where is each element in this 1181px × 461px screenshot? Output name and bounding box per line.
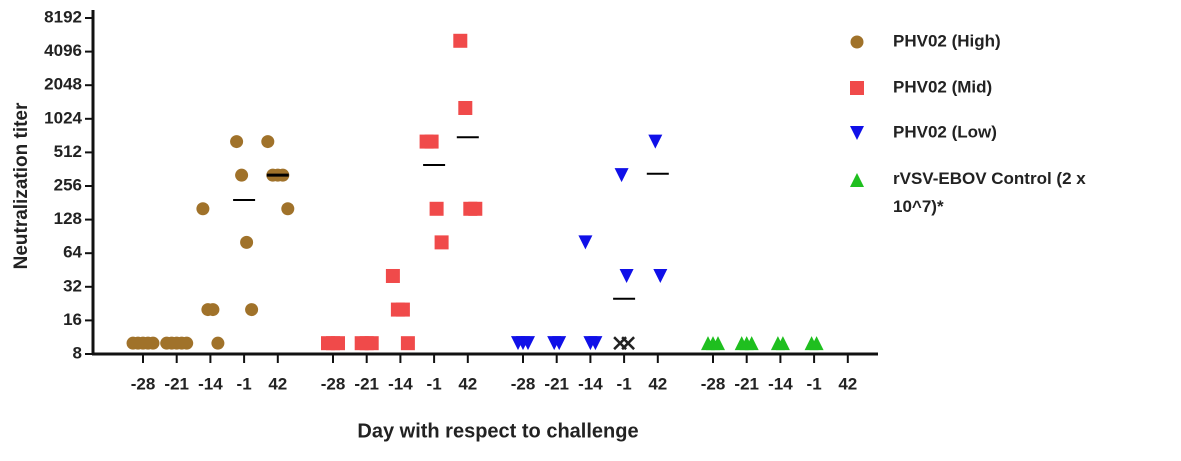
x-tick-label: -1 [237, 374, 252, 393]
data-point [648, 134, 663, 149]
x-axis-title: Day with respect to challenge [357, 420, 638, 442]
data-point [245, 303, 259, 317]
data-point [711, 336, 725, 351]
x-tick-label: -14 [578, 374, 603, 393]
y-tick-label: 32 [63, 276, 82, 295]
data-point [281, 202, 295, 216]
data-point [385, 268, 400, 283]
data-point [434, 235, 449, 250]
excluded-point [621, 336, 635, 351]
data-point [744, 336, 759, 351]
data-point [521, 336, 535, 351]
x-tick-label: -28 [131, 374, 156, 393]
x-tick-label: -1 [807, 374, 822, 393]
x-tick-label: -28 [321, 374, 346, 393]
data-point [850, 35, 864, 49]
data-point [850, 81, 864, 95]
y-tick-label: 4096 [44, 41, 82, 60]
data-point [331, 336, 345, 351]
x-tick-label: 42 [268, 374, 287, 393]
data-point [850, 126, 864, 140]
x-tick-label: -1 [617, 374, 632, 393]
x-tick-label: -21 [354, 374, 379, 393]
data-point [261, 135, 275, 149]
data-point [453, 33, 468, 48]
data-point [364, 336, 379, 351]
legend-label: PHV02 (Mid) [893, 77, 992, 96]
data-point [809, 336, 824, 351]
data-point [230, 135, 244, 149]
y-axis-title: Neutralization titer [11, 102, 32, 269]
data-point [211, 336, 225, 350]
legend-label: rVSV-EBOV Control (2 x 10^7)* [893, 169, 1086, 216]
x-tick-label: -21 [544, 374, 569, 393]
x-tick-label: 42 [838, 374, 857, 393]
y-tick-label: 8 [73, 343, 82, 362]
x-tick-label: -28 [511, 374, 536, 393]
x-tick-label: -1 [427, 374, 442, 393]
x-tick-label: -14 [198, 374, 223, 393]
y-tick-label: 128 [54, 209, 82, 228]
data-point [429, 201, 444, 216]
data-point [424, 134, 439, 149]
data-point [180, 336, 194, 350]
data-point [395, 302, 410, 317]
data-point [775, 336, 790, 351]
data-point [458, 100, 473, 115]
y-tick-label: 512 [54, 142, 82, 161]
data-point [235, 168, 249, 182]
data-point [552, 336, 567, 351]
y-tick-label: 8192 [44, 7, 82, 26]
y-tick-label: 256 [54, 175, 82, 194]
data-point [468, 201, 483, 216]
y-tick-label: 2048 [44, 75, 82, 94]
data-point [588, 336, 603, 351]
x-tick-label: -14 [388, 374, 413, 393]
data-point [206, 303, 220, 317]
legend-label: PHV02 (Low) [893, 122, 997, 141]
legend-label: PHV02 (High) [893, 31, 1001, 50]
data-point [196, 202, 210, 216]
data-point [614, 168, 629, 183]
y-tick-label: 16 [63, 310, 82, 329]
x-tick-label: -21 [164, 374, 189, 393]
x-tick-label: -14 [768, 374, 793, 393]
x-tick-label: -21 [734, 374, 759, 393]
data-point [578, 235, 593, 250]
x-tick-label: -28 [701, 374, 726, 393]
data-point [400, 336, 415, 351]
data-point [619, 268, 634, 283]
x-tick-label: 42 [458, 374, 477, 393]
y-tick-label: 1024 [44, 108, 82, 127]
x-tick-label: 42 [648, 374, 667, 393]
data-point [240, 235, 254, 249]
y-tick-label: 64 [63, 243, 82, 262]
data-point [653, 268, 668, 283]
data-point [146, 336, 160, 350]
data-point [850, 173, 864, 187]
